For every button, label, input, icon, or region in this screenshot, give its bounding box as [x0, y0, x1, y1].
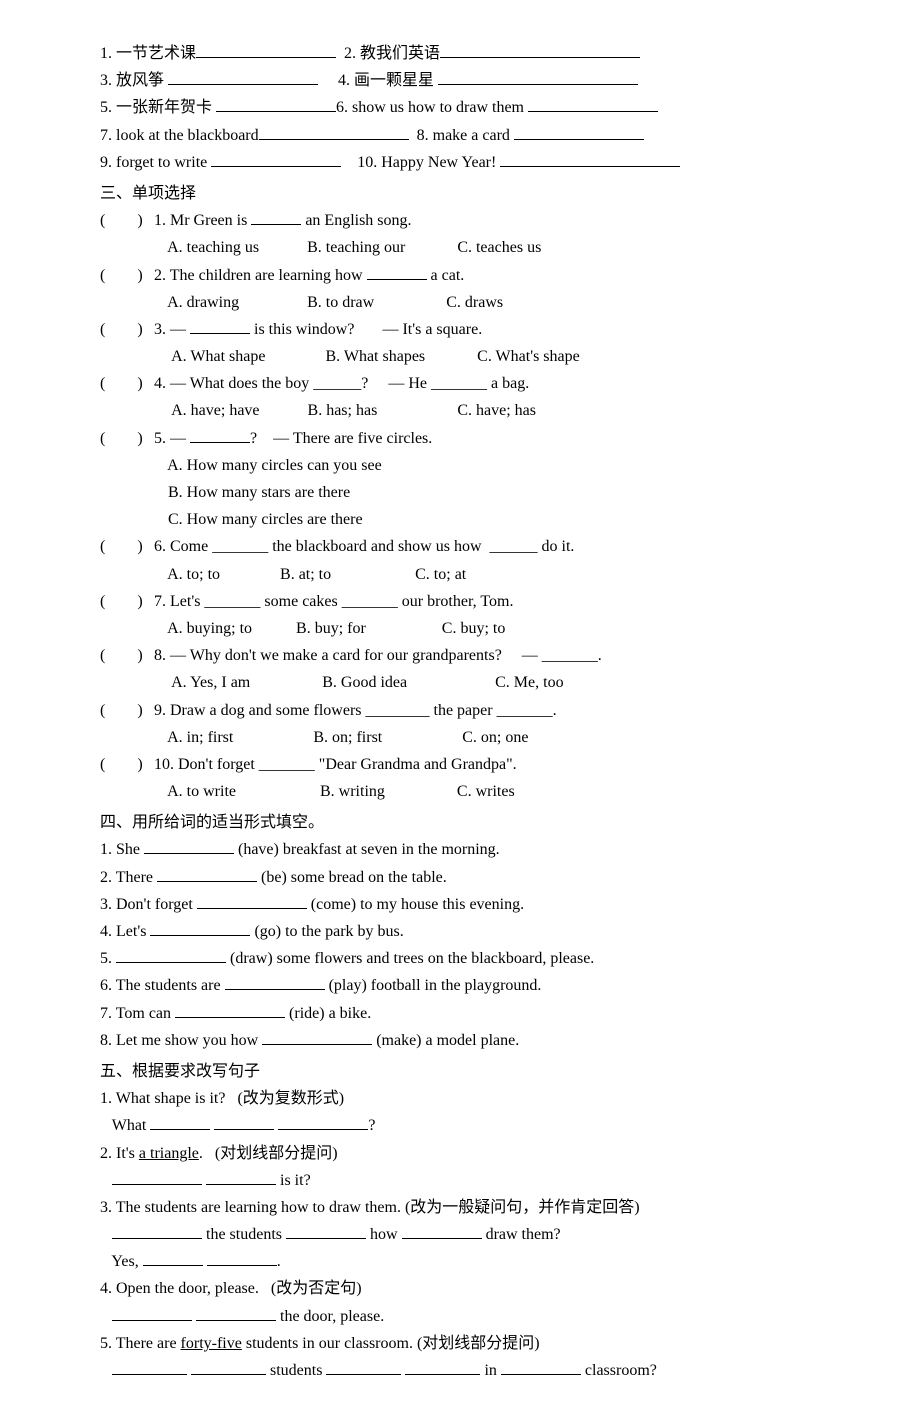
s3-q1-opts: A. teaching us B. teaching our C. teache…: [100, 234, 820, 261]
s3-q6: ( )6. Come _______ the blackboard and sh…: [100, 533, 820, 560]
section4-title: 四、用所给词的适当形式填空。: [100, 809, 820, 836]
s3-q5: ( )5. — ? — There are five circles.: [100, 425, 820, 452]
s3-q9: ( )9. Draw a dog and some flowers ______…: [100, 697, 820, 724]
s3-q5-a: A. How many circles can you see: [100, 452, 820, 479]
s5-q3-ans1: the students how draw them?: [100, 1221, 820, 1248]
s3-q9-opts: A. in; first B. on; first C. on; one: [100, 724, 820, 751]
s3-q5-c: C. How many circles are there: [100, 506, 820, 533]
s4-1: 1. She (have) breakfast at seven in the …: [100, 836, 820, 863]
section3-title: 三、单项选择: [100, 180, 820, 207]
section5-title: 五、根据要求改写句子: [100, 1058, 820, 1085]
section-translation: 1. 一节艺术课 2. 教我们英语 3. 放风筝 4. 画一颗星星 5. 一张新…: [100, 40, 820, 176]
s3-q3: ( )3. — is this window? — It's a square.: [100, 316, 820, 343]
s5-q1: 1. What shape is it? (改为复数形式): [100, 1085, 820, 1112]
s3-q7: ( )7. Let's _______ some cakes _______ o…: [100, 588, 820, 615]
s4-3: 3. Don't forget (come) to my house this …: [100, 891, 820, 918]
s5-q3-ans2: Yes, .: [100, 1248, 820, 1275]
s3-q4: ( )4. — What does the boy ______? — He _…: [100, 370, 820, 397]
s3-q10-opts: A. to write B. writing C. writes: [100, 778, 820, 805]
s4-4: 4. Let's (go) to the park by bus.: [100, 918, 820, 945]
s4-8: 8. Let me show you how (make) a model pl…: [100, 1027, 820, 1054]
trans-item-3: 5. 一张新年贺卡 6. show us how to draw them: [100, 94, 820, 121]
s5-q2-ans: is it?: [100, 1167, 820, 1194]
s5-q5: 5. There are forty-five students in our …: [100, 1330, 820, 1357]
s3-q6-opts: A. to; to B. at; to C. to; at: [100, 561, 820, 588]
s3-q8-opts: A. Yes, I am B. Good idea C. Me, too: [100, 669, 820, 696]
s5-q1-ans: What ?: [100, 1112, 820, 1139]
s5-q2: 2. It's a triangle. (对划线部分提问): [100, 1140, 820, 1167]
s5-q5-ans: students in classroom?: [100, 1357, 820, 1384]
s3-q2: ( )2. The children are learning how a ca…: [100, 262, 820, 289]
s5-q4: 4. Open the door, please. (改为否定句): [100, 1275, 820, 1302]
s3-q5-b: B. How many stars are there: [100, 479, 820, 506]
s3-q10: ( )10. Don't forget _______ "Dear Grandm…: [100, 751, 820, 778]
s4-6: 6. The students are (play) football in t…: [100, 972, 820, 999]
s4-2: 2. There (be) some bread on the table.: [100, 864, 820, 891]
s3-q2-opts: A. drawing B. to draw C. draws: [100, 289, 820, 316]
s5-q4-ans: the door, please.: [100, 1303, 820, 1330]
s3-q8: ( )8. — Why don't we make a card for our…: [100, 642, 820, 669]
trans-item-1: 1. 一节艺术课 2. 教我们英语: [100, 40, 820, 67]
s3-q7-opts: A. buying; to B. buy; for C. buy; to: [100, 615, 820, 642]
s5-q3: 3. The students are learning how to draw…: [100, 1194, 820, 1221]
trans-item-2: 3. 放风筝 4. 画一颗星星: [100, 67, 820, 94]
s3-q1: ( )1. Mr Green is an English song.: [100, 207, 820, 234]
s3-q4-opts: A. have; have B. has; has C. have; has: [100, 397, 820, 424]
s3-q3-opts: A. What shape B. What shapes C. What's s…: [100, 343, 820, 370]
trans-item-5: 9. forget to write 10. Happy New Year!: [100, 149, 820, 176]
trans-item-4: 7. look at the blackboard 8. make a card: [100, 122, 820, 149]
s4-5: 5. (draw) some flowers and trees on the …: [100, 945, 820, 972]
s4-7: 7. Tom can (ride) a bike.: [100, 1000, 820, 1027]
